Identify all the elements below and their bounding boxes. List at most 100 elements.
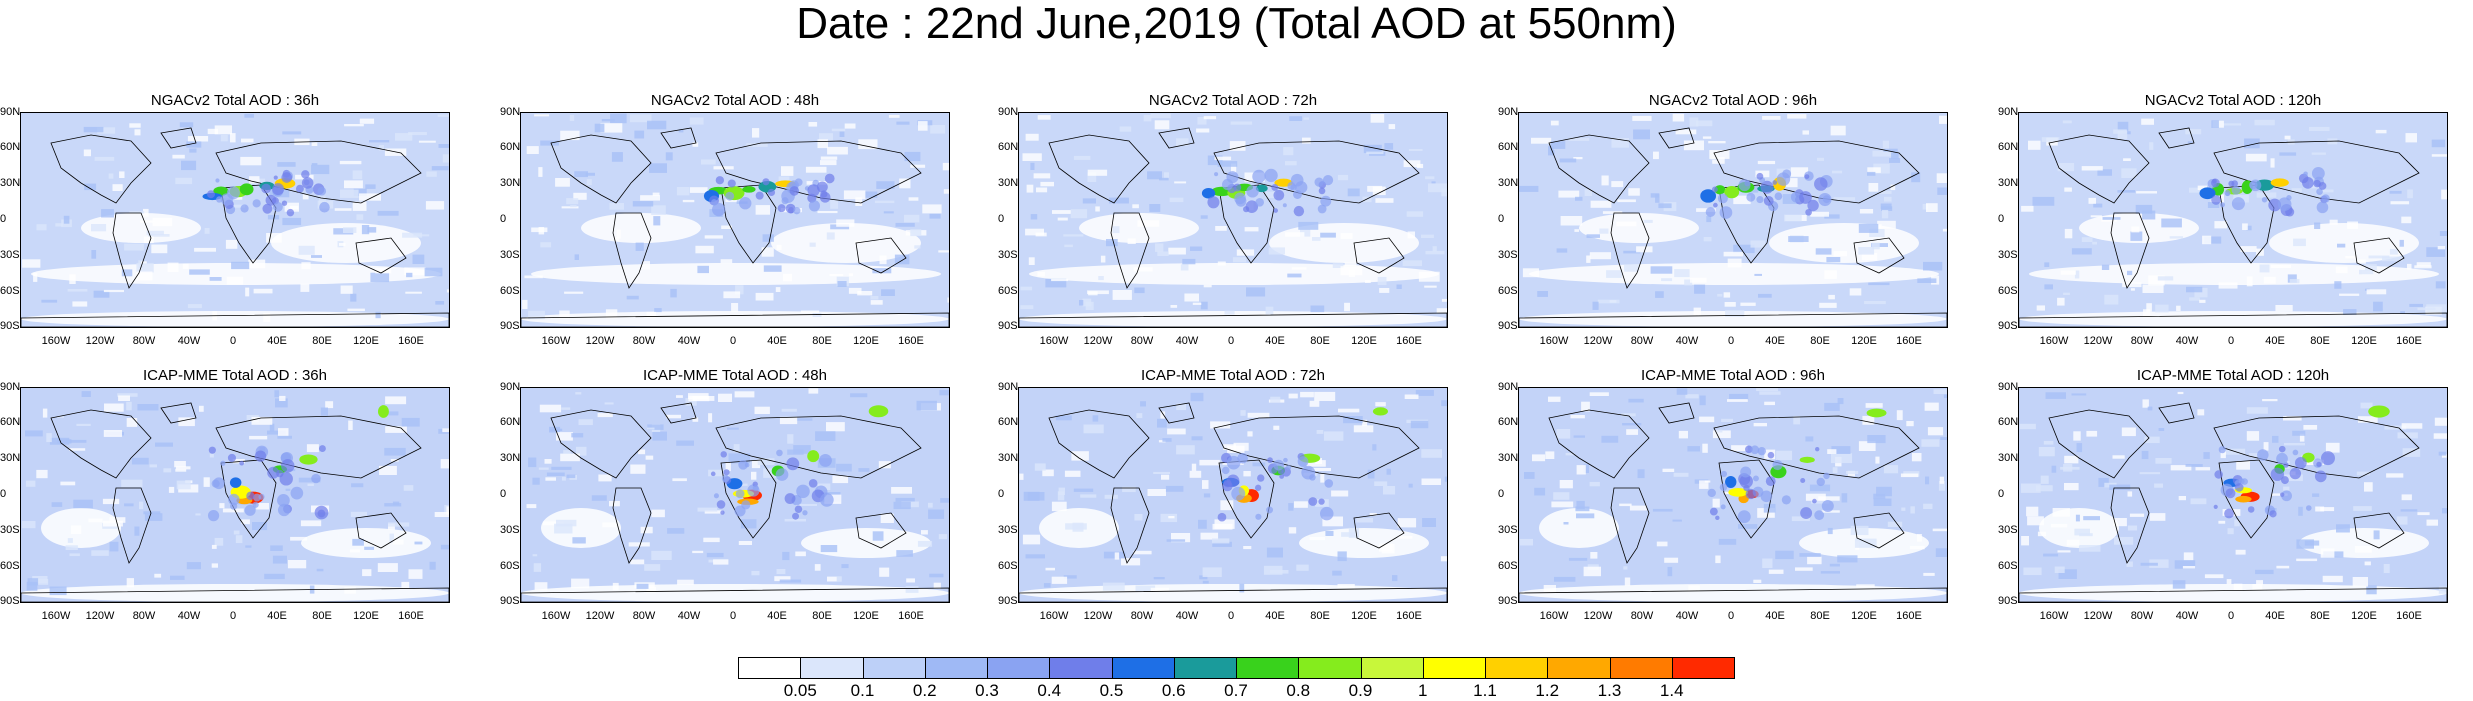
longitude-label: 120E xyxy=(853,335,879,347)
longitude-label: 160W xyxy=(1039,610,1069,622)
panel-title: ICAP-MME Total AOD : 72h xyxy=(1141,367,1325,384)
longitude-label: 80E xyxy=(812,335,832,347)
latitude-label: 0 xyxy=(500,213,507,225)
map-panel: ICAP-MME Total AOD : 36h 90N 60N 30N 0 30S 60S… xyxy=(0,368,450,628)
longitude-label: 160E xyxy=(898,335,924,347)
longitude-label: 0 xyxy=(1727,610,1735,622)
latitude-label: 90S xyxy=(1498,320,1518,332)
map-panel: ICAP-MME Total AOD : 120h 90N 60N 30N 0 30S 60… xyxy=(1998,368,2448,628)
longitude-label: 160E xyxy=(1396,335,1422,347)
aod-map xyxy=(520,387,950,603)
longitude-label: 120W xyxy=(2083,610,2113,622)
longitude-label: 0 xyxy=(729,335,737,347)
longitude-label: 160W xyxy=(1539,335,1569,347)
latitude-label: 0 xyxy=(1998,213,2005,225)
latitude-label: 30N xyxy=(1998,177,2019,189)
colorbar-swatch xyxy=(1111,657,1175,679)
colorbar-label: 0.7 xyxy=(1224,681,1248,700)
aod-map xyxy=(520,112,950,328)
aod-map xyxy=(2018,112,2448,328)
longitude-label: 0 xyxy=(1227,610,1235,622)
longitude-label: 80E xyxy=(2310,610,2330,622)
longitude-label: 80W xyxy=(2130,335,2154,347)
longitude-label: 40W xyxy=(1175,610,1199,622)
latitude-label: 90N xyxy=(1998,106,2019,118)
longitude-label: 40W xyxy=(677,335,701,347)
colorbar-label: 1.1 xyxy=(1473,681,1497,700)
latitude-label: 60S xyxy=(998,560,1018,572)
map-panel: ICAP-MME Total AOD : 96h 90N 60N 30N 0 30S 60S… xyxy=(1498,368,1948,628)
latitude-label: 0 xyxy=(998,488,1005,500)
longitude-label: 120W xyxy=(1083,335,1113,347)
latitude-label: 60S xyxy=(1498,285,1518,297)
aod-map xyxy=(1518,387,1948,603)
longitude-label: 40E xyxy=(1765,610,1785,622)
latitude-label: 60S xyxy=(1998,560,2018,572)
latitude-label: 60N xyxy=(1498,141,1519,153)
longitude-label: 40W xyxy=(177,610,201,622)
latitude-label: 30N xyxy=(0,452,21,464)
longitude-label: 120E xyxy=(1351,610,1377,622)
longitude-label: 80E xyxy=(1310,335,1330,347)
longitude-label: 40W xyxy=(2175,335,2199,347)
panel-title: NGACv2 Total AOD : 72h xyxy=(1148,92,1318,109)
longitude-label: 80W xyxy=(132,610,156,622)
longitude-label: 0 xyxy=(729,610,737,622)
latitude-label: 30S xyxy=(0,249,20,261)
longitude-label: 120E xyxy=(1351,335,1377,347)
colorbar-swatch xyxy=(1298,657,1362,679)
colorbar-label: 0.4 xyxy=(1037,681,1062,700)
longitude-label: 80W xyxy=(632,335,656,347)
colorbar-swatch xyxy=(1049,657,1113,679)
longitude-label: 160W xyxy=(41,335,71,347)
colorbar-label: 0.05 xyxy=(783,681,817,700)
latitude-label: 30N xyxy=(1998,452,2019,464)
aod-colorbar xyxy=(738,657,1735,681)
longitude-label: 160E xyxy=(898,610,924,622)
longitude-label: 80W xyxy=(1630,335,1654,347)
longitude-label: 120W xyxy=(85,610,115,622)
longitude-label: 0 xyxy=(2227,335,2235,347)
latitude-label: 60S xyxy=(1498,560,1518,572)
latitude-label: 30N xyxy=(0,177,21,189)
longitude-label: 160W xyxy=(41,610,71,622)
panel-title: NGACv2 Total AOD : 96h xyxy=(1648,92,1818,109)
colorbar-swatch xyxy=(924,657,988,679)
latitude-label: 0 xyxy=(1498,213,1505,225)
longitude-label: 0 xyxy=(229,335,237,347)
latitude-label: 90N xyxy=(1498,106,1519,118)
colorbar-swatch xyxy=(738,657,802,679)
longitude-label: 40E xyxy=(267,335,287,347)
longitude-label: 40W xyxy=(1675,335,1699,347)
figure-title: Date : 22nd June,2019 (Total AOD at 550n… xyxy=(796,0,1677,48)
aod-map xyxy=(1518,112,1948,328)
map-panel: NGACv2 Total AOD : 36h 90N 60N 30N 0 30S 60S 90… xyxy=(0,93,450,353)
colorbar-swatch xyxy=(1485,657,1549,679)
latitude-label: 30S xyxy=(500,524,520,536)
longitude-label: 160W xyxy=(1039,335,1069,347)
longitude-label: 80E xyxy=(2310,335,2330,347)
longitude-label: 120W xyxy=(1083,610,1113,622)
map-panel: NGACv2 Total AOD : 120h 90N 60N 30N 0 30S 60S 9… xyxy=(1998,93,2448,353)
latitude-label: 30N xyxy=(998,452,1019,464)
latitude-label: 90N xyxy=(1998,381,2019,393)
map-panel: NGACv2 Total AOD : 72h 90N 60N 30N 0 30S 60S 90… xyxy=(998,93,1448,353)
longitude-label: 80E xyxy=(1810,335,1830,347)
longitude-label: 80W xyxy=(1130,610,1154,622)
map-panel: NGACv2 Total AOD : 96h 90N 60N 30N 0 30S 60S 90… xyxy=(1498,93,1948,353)
colorbar-label: 1.3 xyxy=(1597,681,1622,700)
colorbar-label: 0.1 xyxy=(850,681,875,700)
latitude-label: 90S xyxy=(0,320,20,332)
map-panel: ICAP-MME Total AOD : 48h 90N 60N 30N 0 30S 60S… xyxy=(500,368,950,628)
longitude-label: 160E xyxy=(2396,610,2422,622)
longitude-label: 40E xyxy=(767,335,787,347)
latitude-label: 60N xyxy=(1498,416,1519,428)
latitude-label: 60N xyxy=(998,416,1019,428)
latitude-label: 90S xyxy=(998,595,1018,607)
longitude-label: 120W xyxy=(1583,610,1613,622)
longitude-label: 40W xyxy=(2175,610,2199,622)
longitude-label: 40E xyxy=(267,610,287,622)
longitude-label: 0 xyxy=(1727,335,1735,347)
panel-title: ICAP-MME Total AOD : 96h xyxy=(1641,367,1825,384)
colorbar-label: 0.9 xyxy=(1348,681,1373,700)
